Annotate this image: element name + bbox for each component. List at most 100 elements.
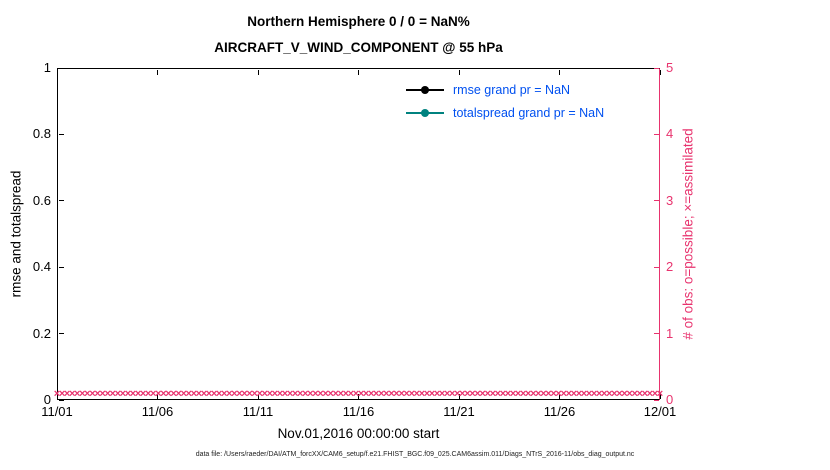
obs-assimilated-x-marker: ×	[646, 388, 654, 400]
legend-line-sample	[406, 108, 444, 118]
y-axis-right-tick-label: 0	[666, 392, 674, 407]
obs-assimilated-x-marker: ×	[398, 388, 405, 400]
y-axis-right-tick-mark	[653, 67, 659, 69]
obs-assimilated-x-marker: ×	[322, 388, 329, 400]
obs-assimilated-x-marker: ×	[79, 388, 86, 400]
y-axis-left-tick-mark	[58, 333, 64, 335]
y-axis-left-tick-label: 1	[43, 60, 51, 75]
obs-assimilated-x-marker: ×	[651, 388, 659, 400]
obs-assimilated-x-marker: ×	[84, 388, 91, 400]
legend-marker-dot	[421, 108, 429, 117]
obs-assimilated-x-marker: ×	[601, 388, 608, 400]
y-axis-right-tick-label: 3	[666, 192, 674, 208]
x-axis-tick-label: 11/21	[443, 404, 475, 419]
x-axis-tick-label: 11/16	[342, 404, 375, 419]
obs-assimilated-x-marker: ×	[104, 388, 111, 400]
obs-assimilated-x-marker: ×	[297, 388, 304, 400]
x-axis-tick-label: 11/11	[242, 404, 274, 419]
obs-assimilated-x-marker: ×	[144, 388, 152, 400]
obs-assimilated-x-marker: ×	[585, 388, 593, 400]
obs-assimilated-x-marker: ×	[535, 388, 542, 400]
obs-assimilated-x-marker: ×	[220, 388, 228, 400]
x-axis-bottom-tick-mark	[257, 393, 259, 399]
obs-assimilated-x-marker: ×	[286, 388, 294, 400]
y-axis-left-tick-label: 0.8	[32, 126, 51, 142]
obs-assimilated-x-marker: ×	[433, 388, 441, 400]
obs-assimilated-x-marker: ×	[373, 388, 380, 400]
obs-assimilated-x-marker: ×	[317, 388, 324, 400]
obs-assimilated-x-marker: ×	[595, 388, 603, 400]
y-axis-left-tick-label: 0.4	[32, 259, 51, 275]
obs-assimilated-x-marker: ×	[616, 388, 623, 400]
plot-title-line1: Northern Hemisphere 0 / 0 = NaN%	[247, 14, 470, 29]
obs-assimilated-x-marker: ×	[205, 388, 213, 400]
obs-assimilated-x-marker: ×	[134, 388, 142, 400]
plot-area	[57, 68, 660, 400]
legend: rmse grand pr = NaN totalspread grand pr …	[406, 78, 604, 124]
y-axis-right-tick-mark	[653, 200, 659, 202]
obs-assimilated-x-marker: ×	[575, 388, 583, 400]
obs-assimilated-x-marker: ×	[215, 388, 223, 400]
obs-assimilated-x-marker: ×	[631, 388, 638, 400]
legend-item: totalspread grand pr = NaN	[406, 101, 604, 124]
obs-assimilated-x-marker: ×	[611, 388, 618, 400]
obs-assimilated-x-marker: ×	[464, 388, 471, 400]
obs-assimilated-x-marker: ×	[281, 388, 289, 400]
obs-assimilated-x-marker: ×	[53, 388, 61, 400]
obs-assimilated-x-marker: ×	[74, 388, 81, 400]
obs-assimilated-x-marker: ×	[489, 388, 496, 400]
obs-assimilated-x-marker: ×	[636, 388, 643, 400]
obs-assimilated-x-marker: ×	[560, 388, 567, 400]
x-axis-tick-label: 11/01	[41, 404, 73, 419]
y-axis-left-tick-label: 0	[43, 392, 51, 407]
obs-assimilated-x-marker: ×	[160, 388, 167, 400]
obs-assimilated-x-marker: ×	[155, 388, 162, 400]
obs-assimilated-x-marker: ×	[347, 388, 355, 400]
x-axis-bottom-tick-mark	[659, 393, 661, 399]
obs-assimilated-x-marker: ×	[352, 388, 360, 400]
obs-assimilated-x-marker: ×	[469, 388, 476, 400]
obs-assimilated-x-marker: ×	[484, 388, 491, 400]
obs-assimilated-x-marker: ×	[479, 388, 486, 400]
obs-assimilated-x-marker: ×	[367, 388, 375, 400]
obs-assimilated-x-marker: ×	[327, 388, 334, 400]
obs-assimilated-x-marker: ×	[129, 388, 137, 400]
obs-assimilated-x-marker: ×	[332, 388, 339, 400]
obs-assimilated-x-marker: ×	[271, 388, 279, 400]
obs-assimilated-x-marker: ×	[231, 388, 238, 400]
y-axis-left-label: rmse and totalspread	[8, 170, 24, 298]
obs-assimilated-x-marker: ×	[99, 388, 106, 400]
y-axis-right-tick-label: 5	[666, 60, 674, 75]
obs-assimilated-x-marker: ×	[499, 388, 507, 400]
obs-assimilated-x-marker: ×	[165, 388, 172, 400]
obs-assimilated-x-marker: ×	[190, 388, 198, 400]
obs-assimilated-x-marker: ×	[494, 388, 502, 400]
obs-assimilated-x-marker: ×	[337, 388, 344, 400]
obs-assimilated-x-marker: ×	[236, 388, 243, 400]
obs-assimilated-x-marker: ×	[89, 388, 96, 400]
legend-label: totalspread grand pr = NaN	[453, 105, 605, 120]
obs-assimilated-x-marker: ×	[170, 388, 177, 400]
obs-assimilated-x-marker: ×	[454, 388, 461, 400]
x-axis-bottom-tick-mark	[56, 393, 58, 399]
obs-assimilated-x-marker: ×	[550, 388, 557, 400]
legend-line-sample	[406, 85, 444, 95]
obs-assimilated-x-marker: ×	[291, 388, 299, 400]
x-axis-tick-label: 12/01	[643, 404, 677, 419]
obs-assimilated-x-marker: ×	[94, 388, 101, 400]
obs-assimilated-x-marker: ×	[185, 388, 192, 400]
y-axis-left-tick-mark	[58, 399, 64, 401]
obs-assimilated-x-marker: ×	[449, 388, 456, 400]
obs-assimilated-x-marker: ×	[580, 388, 588, 400]
obs-assimilated-x-marker: ×	[276, 388, 284, 400]
obs-assimilated-x-marker: ×	[251, 388, 258, 400]
legend-marker-dot	[421, 85, 429, 94]
obs-assimilated-x-marker: ×	[418, 388, 426, 400]
obs-assimilated-x-marker: ×	[58, 388, 66, 400]
obs-assimilated-x-marker: ×	[423, 388, 431, 400]
obs-assimilated-x-marker: ×	[388, 388, 395, 400]
obs-assimilated-x-marker: ×	[68, 388, 76, 400]
obs-assimilated-x-marker: ×	[378, 388, 385, 400]
x-axis-bottom-tick-mark	[458, 393, 460, 399]
legend-item: rmse grand pr = NaN	[406, 78, 604, 101]
